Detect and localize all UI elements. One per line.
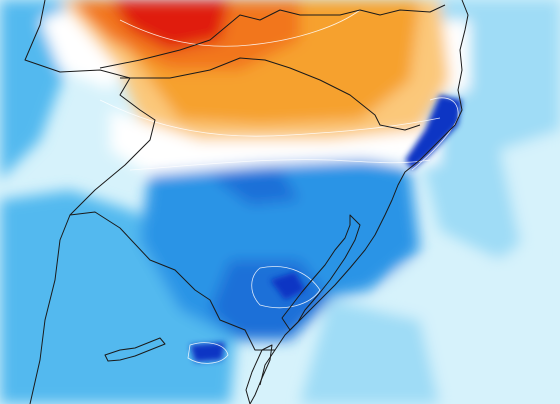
field-colder-north [210,170,300,205]
border-sc-rs [99,4,446,69]
contour-5 [187,342,229,364]
field-hot-core [110,0,230,50]
cell-coastal-coldest [405,95,462,170]
field-pale-east [500,130,560,260]
lagoa-mirim [245,344,273,404]
border-pr-sc [120,57,421,131]
cell-central-coldest [270,272,305,300]
lagoa-dos-patos [281,214,361,331]
contour-4 [251,266,321,309]
field-neutral-band [110,110,440,175]
reservoir-rio-negro [104,337,166,362]
border-west [24,0,156,404]
field-neutral-north [40,0,130,90]
field-cool-southeast [300,300,440,404]
intense-cells [190,95,462,362]
contour-2 [129,159,431,171]
coastline [274,0,469,351]
political-borders [24,0,469,404]
cell-south-coldest [190,342,225,362]
contour-3 [119,9,361,47]
field-cold-central [140,150,420,340]
contour-1 [99,99,441,137]
